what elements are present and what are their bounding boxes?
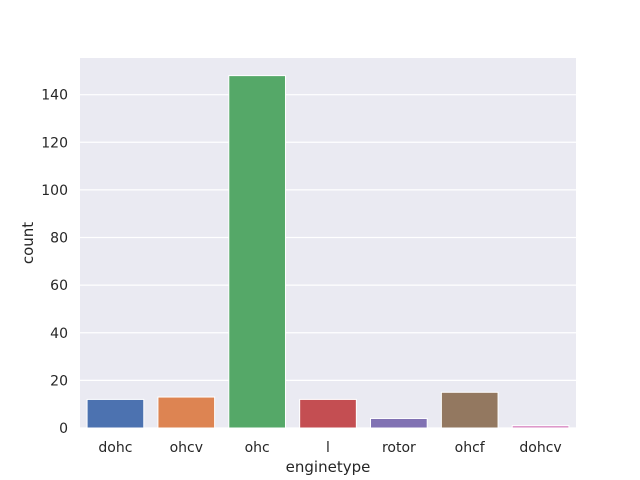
x-tick-label: dohc — [98, 440, 132, 456]
x-axis-label: enginetype — [286, 458, 371, 476]
bars — [86, 75, 570, 429]
y-axis-label: count — [19, 222, 37, 264]
y-tick-label: 60 — [50, 278, 68, 294]
x-tick-label: dohcv — [519, 440, 561, 456]
x-tick-label: l — [326, 440, 330, 456]
bar-ohcf — [440, 391, 499, 429]
x-tick-label: ohc — [245, 440, 270, 456]
bar-ohcv — [157, 396, 216, 429]
y-tick-label: 0 — [59, 421, 68, 437]
bar-rotor — [370, 417, 428, 429]
bar-l — [299, 398, 357, 429]
x-tick-labels: dohc ohcv ohc l rotor ohcf dohcv — [98, 440, 561, 456]
y-tick-label: 120 — [41, 135, 68, 151]
y-tick-label: 140 — [41, 88, 68, 104]
y-tick-label: 40 — [50, 326, 68, 342]
bar-dohc — [86, 398, 145, 429]
x-tick-label: ohcf — [455, 440, 486, 456]
bar-ohc — [228, 75, 286, 429]
y-tick-label: 20 — [50, 373, 68, 389]
y-tick-label: 100 — [41, 183, 68, 199]
gridlines — [80, 94, 576, 429]
bar-dohcv — [511, 425, 570, 429]
x-tick-label: ohcv — [170, 440, 203, 456]
y-tick-label: 80 — [50, 231, 68, 247]
plot-background — [80, 58, 576, 428]
y-tick-labels: 0 20 40 60 80 100 120 140 — [41, 88, 68, 437]
x-tick-label: rotor — [382, 440, 416, 456]
